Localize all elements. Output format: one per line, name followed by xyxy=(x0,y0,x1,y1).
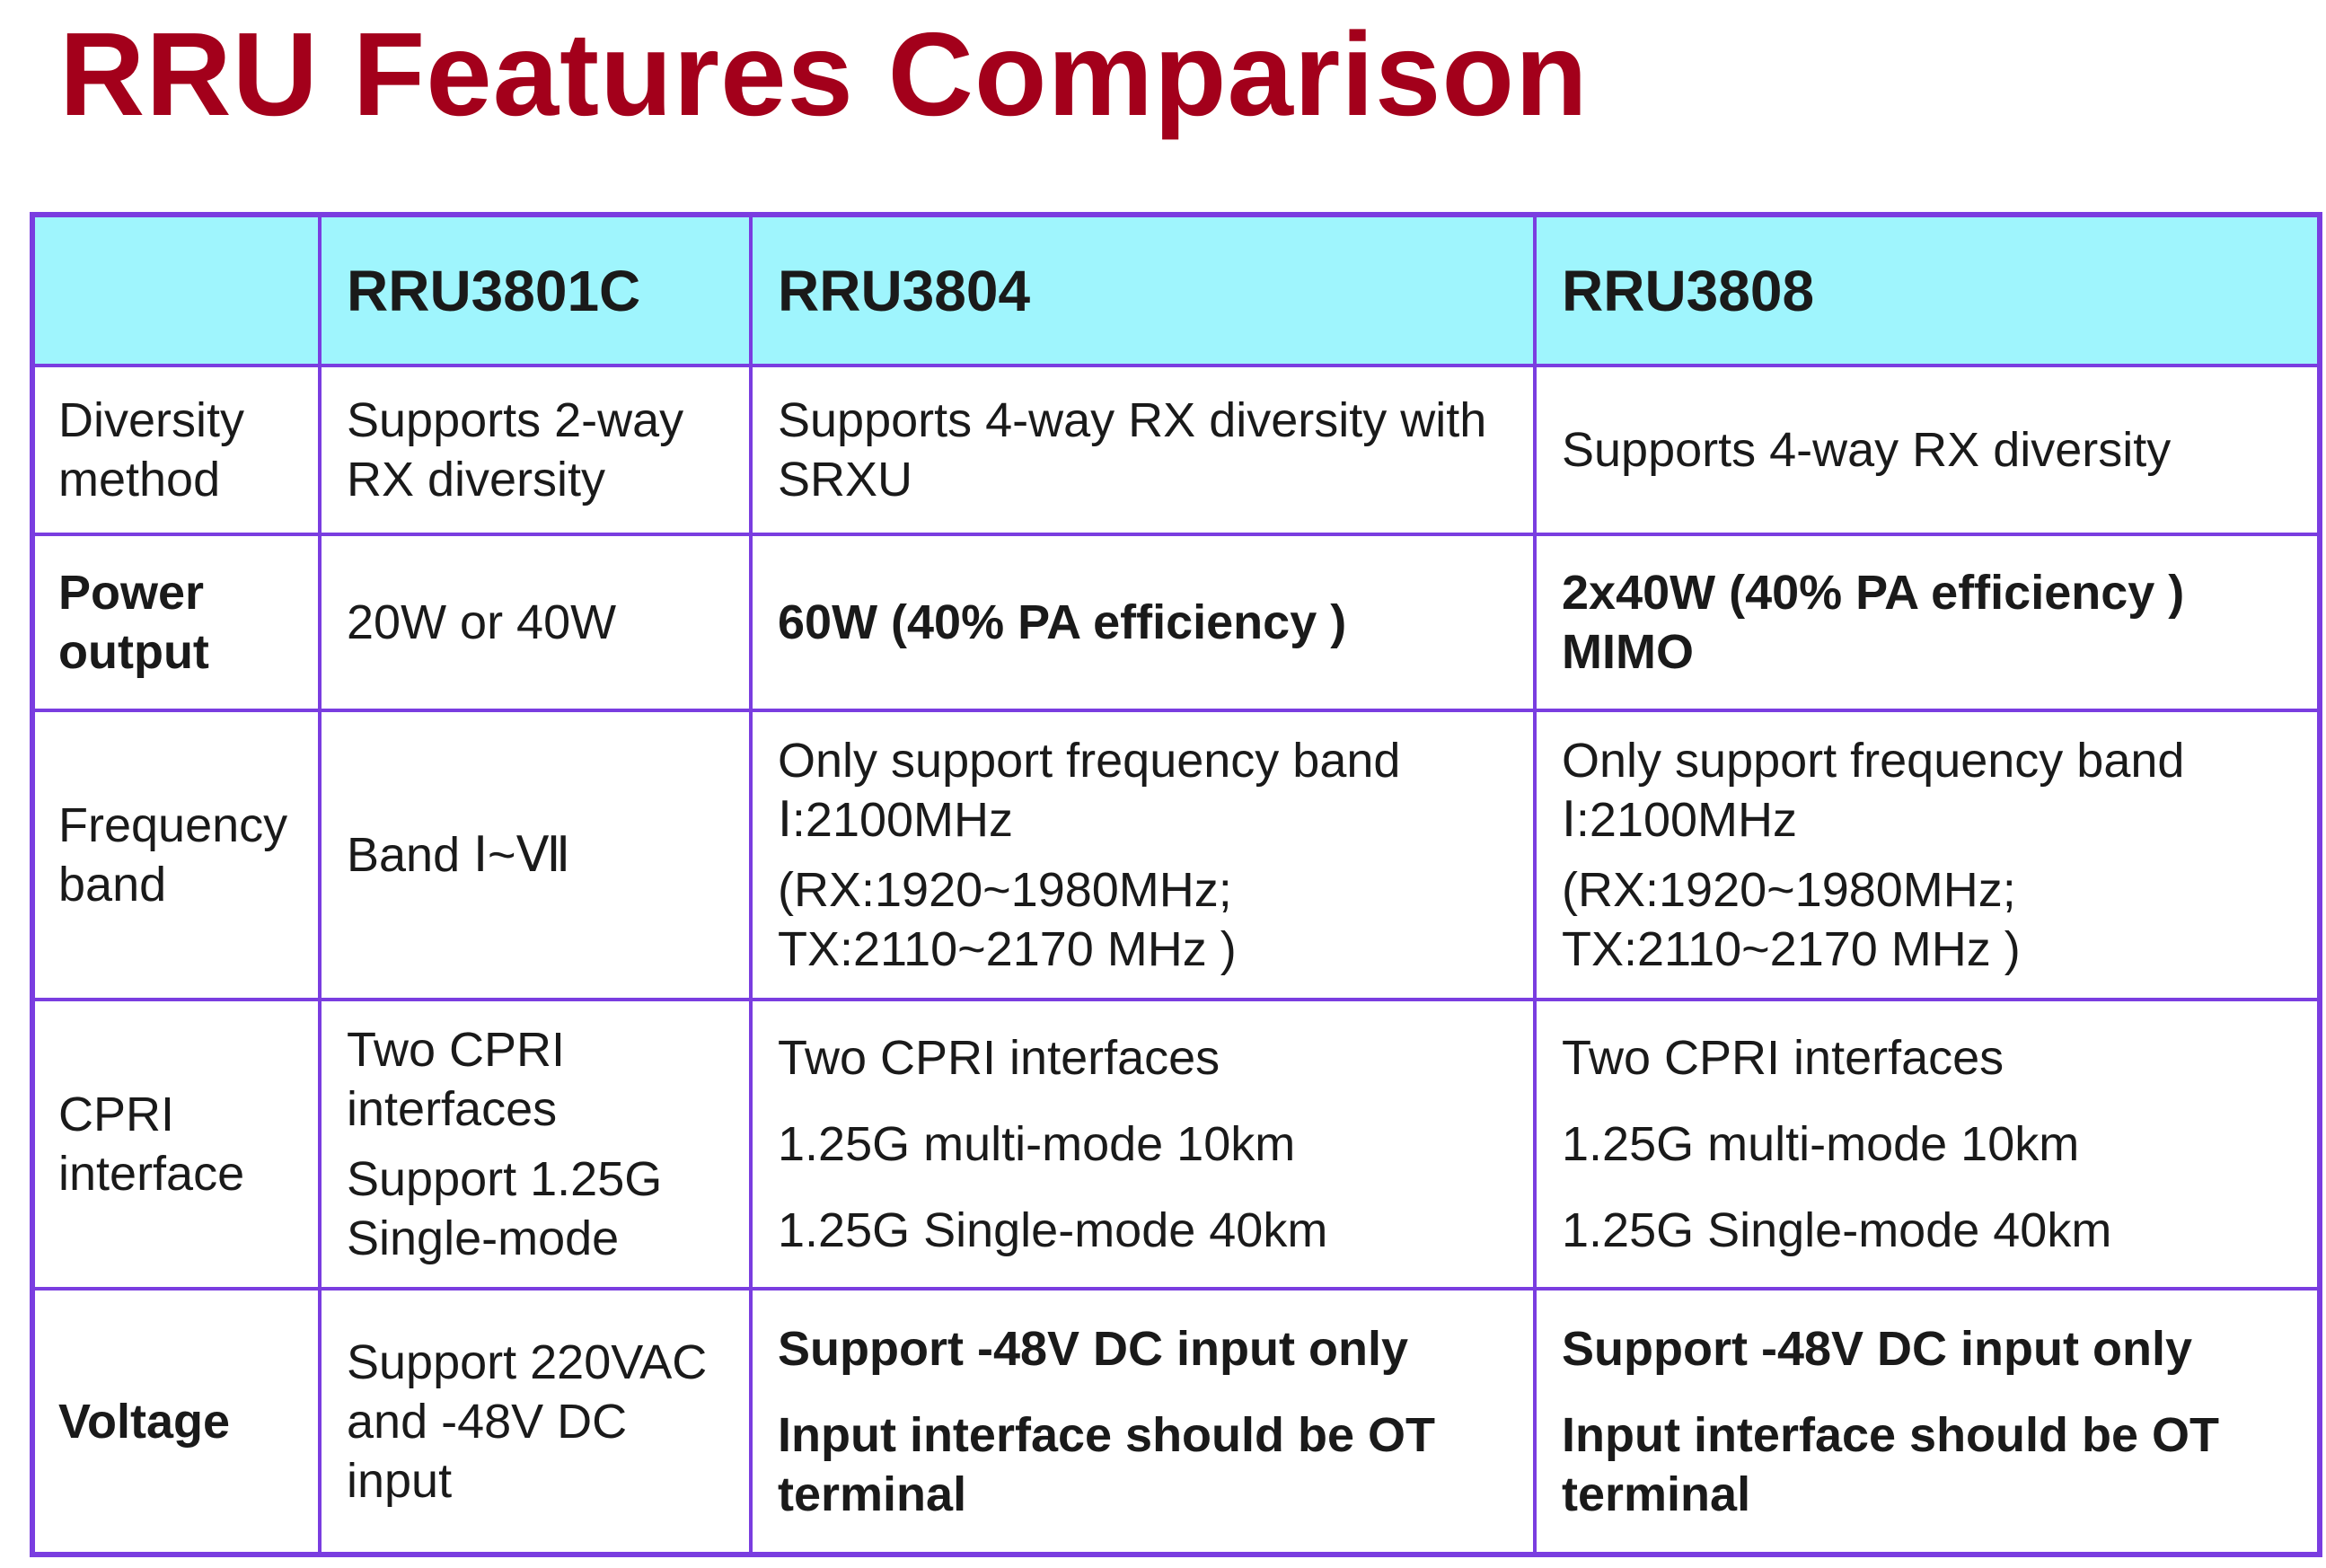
header-cell-rru3804: RRU3804 xyxy=(749,213,1537,367)
cell-line: Only support frequency band Ⅰ:2100MHz xyxy=(1562,734,2185,847)
cell-line: Support 1.25G Single-mode xyxy=(347,1152,663,1265)
cell-line: Two CPRI interfaces xyxy=(778,1031,1220,1085)
cell-line: (RX:1920~1980MHz; TX:2110~2170 MHz ) xyxy=(778,863,1237,976)
cell-line: 1.25G multi-mode 10km xyxy=(778,1117,1296,1171)
cell-line: Supports 4-way RX diversity with SRXU xyxy=(778,393,1487,507)
table-cell: 60W (40% PA efficiency ) xyxy=(749,533,1537,712)
table-cell: 20W or 40W xyxy=(318,533,753,712)
table-cell: Support -48V DC input only Input interfa… xyxy=(749,1287,1537,1556)
cell-line: Supports 4-way RX diversity xyxy=(1562,423,2172,477)
cell-line: Support -48V DC input only xyxy=(1562,1321,2192,1376)
cell-line: Support 220VAC and -48V DC input xyxy=(347,1335,708,1508)
table-cell: Band Ⅰ~Ⅶ xyxy=(318,709,753,1001)
header-cell-rru3808: RRU3808 xyxy=(1533,213,2322,367)
table-cell: Two CPRI interfaces Support 1.25G Single… xyxy=(318,998,753,1291)
table-row-frequency-band: Frequency band Band Ⅰ~Ⅶ Only support fre… xyxy=(31,709,2322,1001)
table-row-diversity-method: Diversity method Supports 2-way RX diver… xyxy=(31,364,2322,536)
table-cell: Only support frequency band Ⅰ:2100MHz (R… xyxy=(749,709,1537,1001)
comparison-table: RRU3801C RRU3804 RRU3808 Diversity metho… xyxy=(30,212,2322,1557)
header-cell-rru3801c: RRU3801C xyxy=(318,213,753,367)
header-cell-corner xyxy=(31,213,322,367)
table-cell: Two CPRI interfaces 1.25G multi-mode 10k… xyxy=(1533,998,2322,1291)
row-label: Power output xyxy=(31,533,322,712)
table-row-cpri-interface: CPRI interface Two CPRI interfaces Suppo… xyxy=(31,998,2322,1291)
cell-line: Band Ⅰ~Ⅶ xyxy=(347,828,571,882)
row-label: CPRI interface xyxy=(31,998,322,1291)
cell-line: Supports 2-way RX diversity xyxy=(347,393,684,507)
cell-line: 2x40W (40% PA efficiency ) MIMO xyxy=(1562,566,2185,679)
row-label: Voltage xyxy=(31,1287,322,1556)
table-cell: Only support frequency band Ⅰ:2100MHz (R… xyxy=(1533,709,2322,1001)
cell-line: Two CPRI interfaces xyxy=(347,1023,566,1136)
table-row-voltage: Voltage Support 220VAC and -48V DC input… xyxy=(31,1287,2322,1556)
cell-line: 20W or 40W xyxy=(347,595,617,649)
table-cell: Supports 2-way RX diversity xyxy=(318,364,753,536)
table-header-row: RRU3801C RRU3804 RRU3808 xyxy=(31,213,2322,367)
cell-line: 1.25G Single-mode 40km xyxy=(1562,1203,2112,1257)
cell-line: (RX:1920~1980MHz; TX:2110~2170 MHz ) xyxy=(1562,863,2021,976)
cell-line: Support -48V DC input only xyxy=(778,1321,1408,1376)
table-cell: Support 220VAC and -48V DC input xyxy=(318,1287,753,1556)
cell-line: Only support frequency band Ⅰ:2100MHz xyxy=(778,734,1401,847)
cell-line: Two CPRI interfaces xyxy=(1562,1031,2004,1085)
table-cell: Supports 4-way RX diversity with SRXU xyxy=(749,364,1537,536)
cell-line: 1.25G multi-mode 10km xyxy=(1562,1117,2080,1171)
table-cell: Two CPRI interfaces 1.25G multi-mode 10k… xyxy=(749,998,1537,1291)
row-label: Frequency band xyxy=(31,709,322,1001)
cell-line: 60W (40% PA efficiency ) xyxy=(778,595,1347,649)
page-title: RRU Features Comparison xyxy=(59,8,1589,140)
table-cell: 2x40W (40% PA efficiency ) MIMO xyxy=(1533,533,2322,712)
row-label: Diversity method xyxy=(31,364,322,536)
cell-line: 1.25G Single-mode 40km xyxy=(778,1203,1328,1257)
table-row-power-output: Power output 20W or 40W 60W (40% PA effi… xyxy=(31,533,2322,712)
table-cell: Supports 4-way RX diversity xyxy=(1533,364,2322,536)
cell-line: Input interface should be OT terminal xyxy=(778,1407,1436,1521)
cell-line: Input interface should be OT terminal xyxy=(1562,1407,2220,1521)
table-cell: Support -48V DC input only Input interfa… xyxy=(1533,1287,2322,1556)
